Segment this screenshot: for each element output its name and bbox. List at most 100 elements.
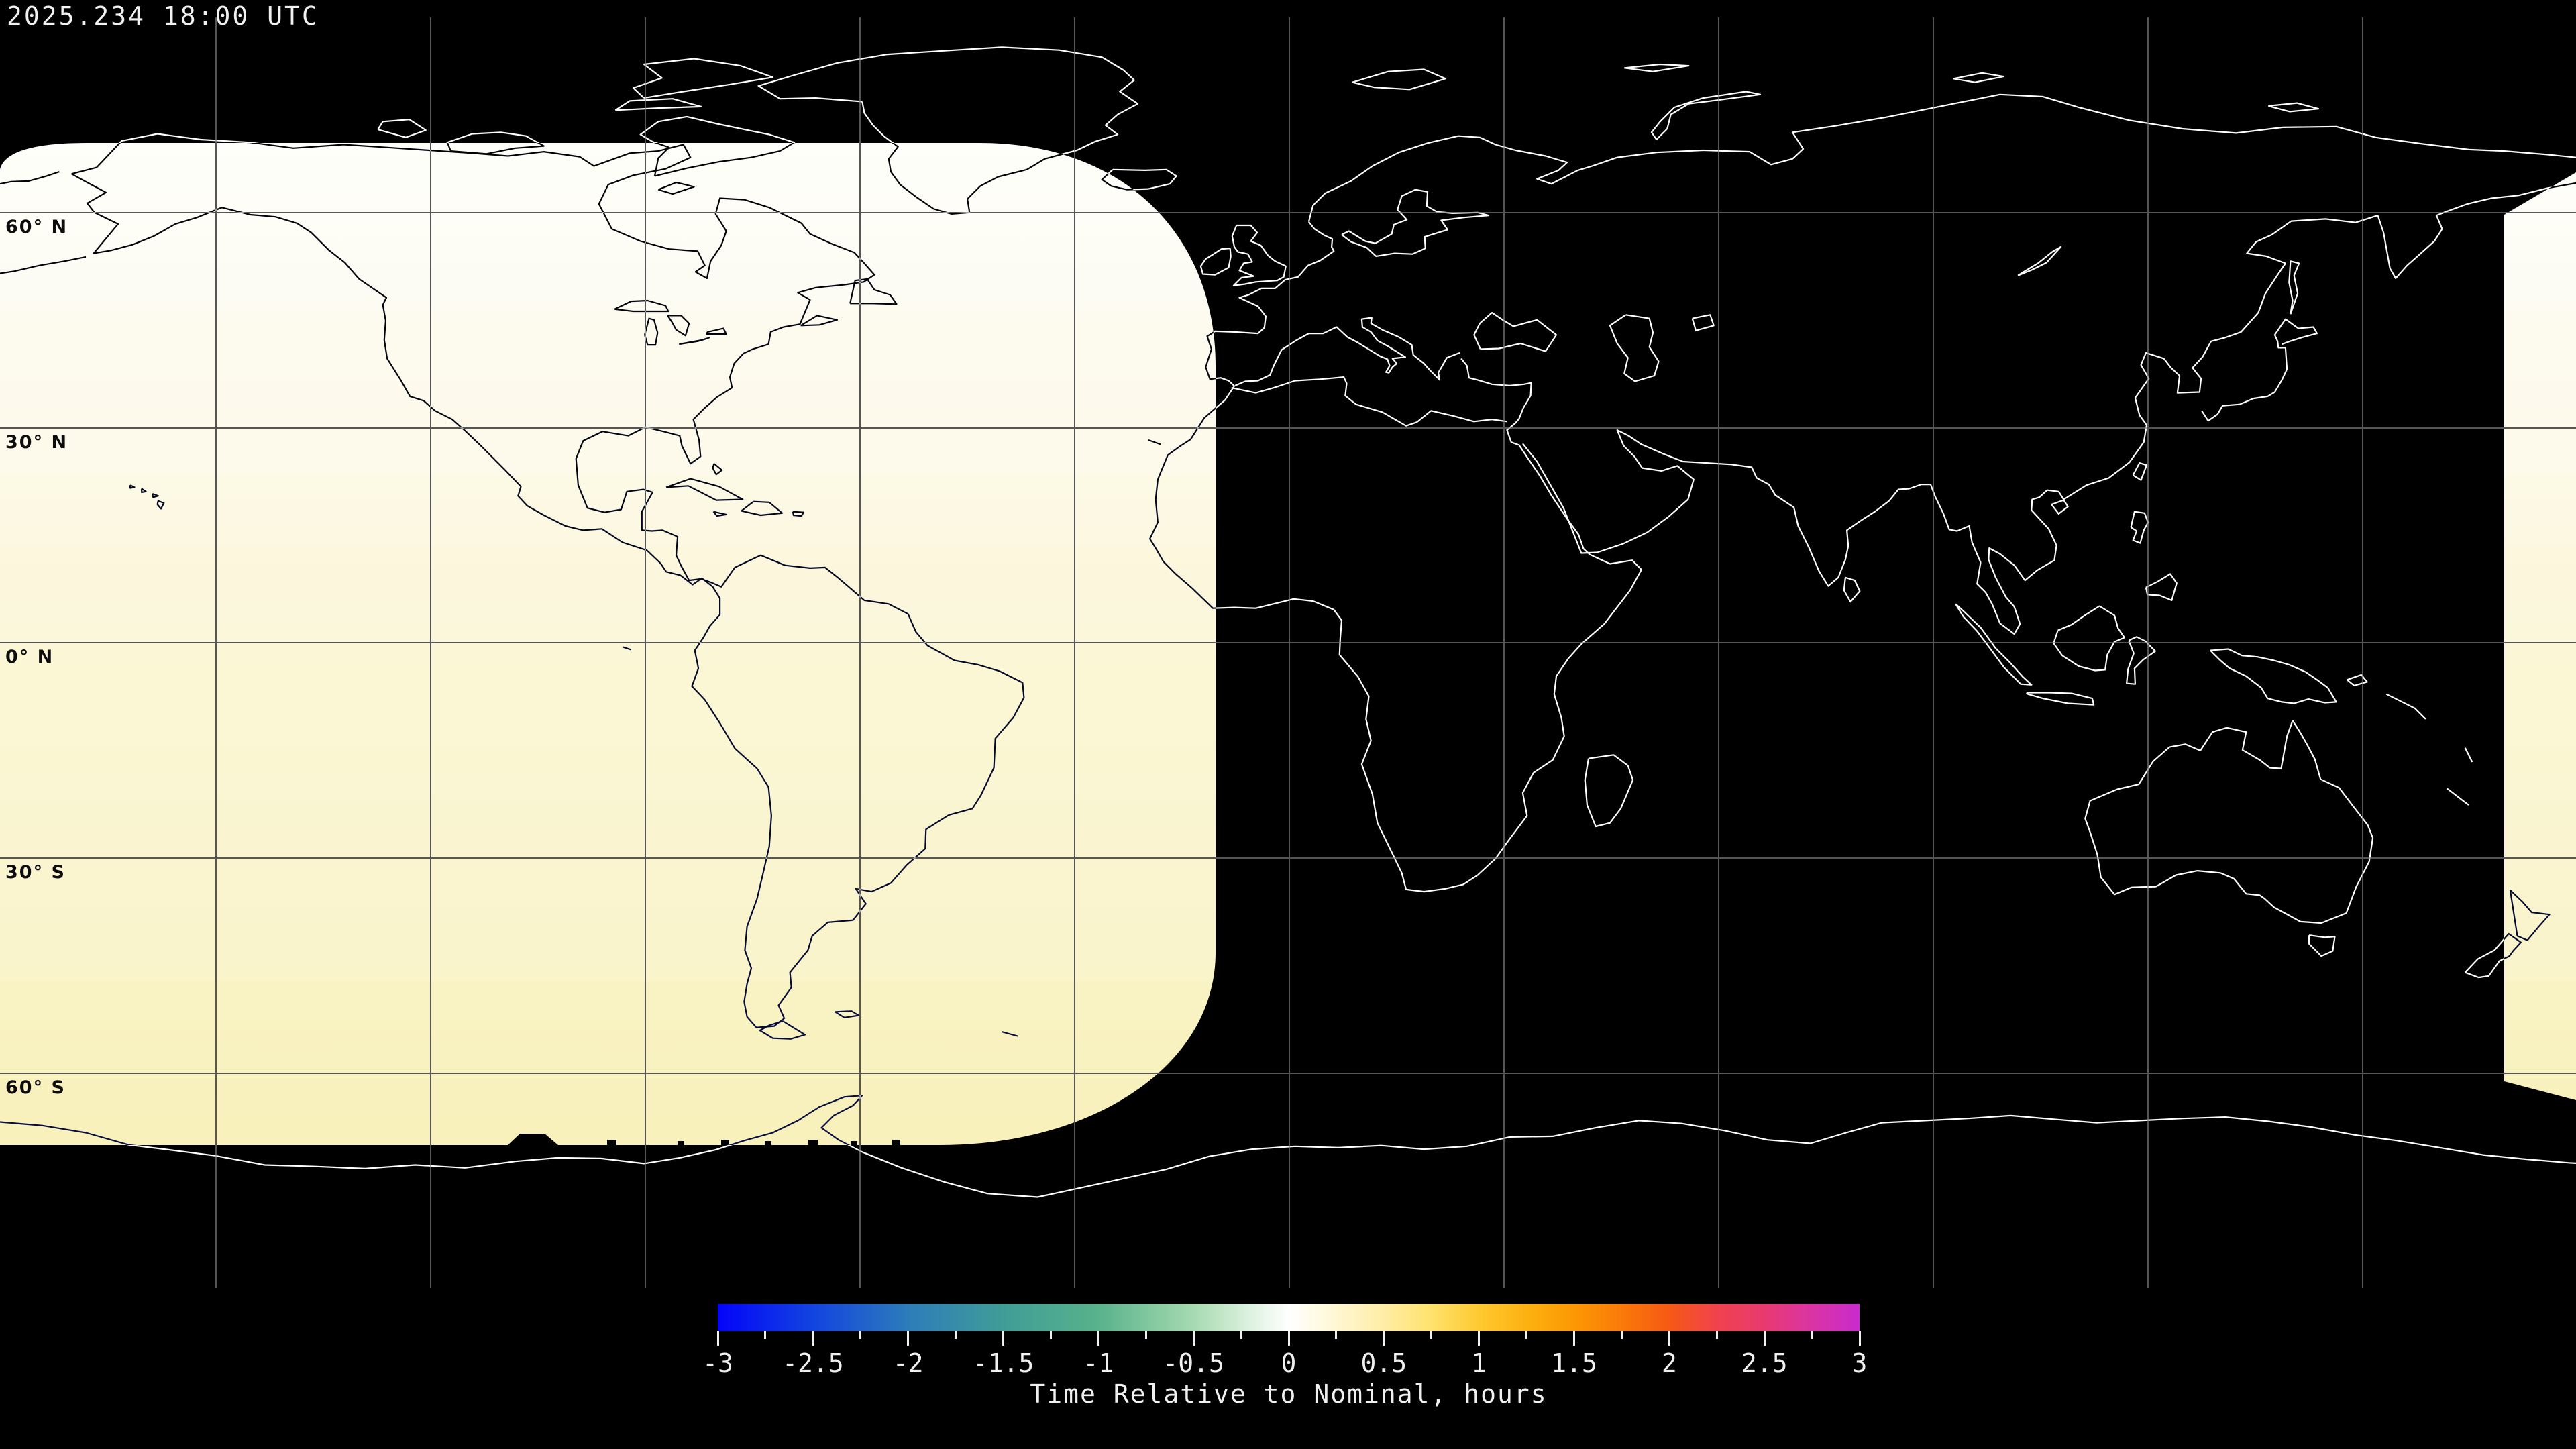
coastline [657,181,695,195]
coastline [71,133,1025,1028]
colorbar-major-tick [1383,1331,1385,1346]
colorbar-minor-tick [859,1331,862,1339]
coastline [1148,439,1161,445]
coastline [1609,314,1660,382]
colorbar-minor-tick [1430,1331,1433,1339]
colorbar-minor-tick [1049,1331,1052,1339]
coastline [2210,648,2337,704]
colorbar-tick-label: 1.5 [1551,1348,1597,1378]
colorbar-minor-tick [1144,1331,1147,1339]
coastline [2447,788,2469,806]
coastline [1234,317,1460,386]
coastline [1691,314,1715,331]
coastline [1955,603,2033,686]
coastlines-layer [0,46,2576,1198]
colorbar-major-tick [1097,1331,1099,1346]
coastline [1199,248,1232,276]
coastline [156,500,165,510]
coastline [1953,72,2004,83]
coastline [2347,674,2368,686]
lat-label: 60° N [5,217,68,237]
coastline [0,1095,2576,1198]
swath-region [0,143,2576,1146]
colorbar-major-tick [1478,1331,1481,1346]
lat-label: 60° S [5,1077,66,1098]
coastline [705,327,727,335]
colorbar-major-tick [812,1331,814,1346]
coastline [792,511,804,517]
coastline [2145,573,2178,601]
coastline [759,1020,806,1040]
coastline [757,46,1139,215]
swath-wrap-sliver [2504,172,2576,1100]
coastline [2308,934,2336,957]
coastline [2464,747,2473,763]
colorbar-major-tick [1287,1331,1290,1346]
coastline [1352,68,1446,91]
coastline [1341,189,1489,257]
colorbar-tick-label: 0 [1281,1348,1297,1378]
coastline [2509,890,2551,941]
coastline [141,488,147,493]
coastline [2053,605,2125,672]
colorbar-major-tick [716,1331,719,1346]
coastline [152,492,159,498]
coastline [2051,499,2069,515]
colorbar-major-tick [1192,1331,1195,1346]
coastline [712,463,723,476]
colorbar-minor-tick [1335,1331,1338,1339]
colorbar-minor-tick [1811,1331,1813,1339]
colorbar-major-tick [1763,1331,1766,1346]
coastline [1002,1031,1018,1037]
coastline [1473,312,1558,352]
coastline [1522,182,2576,635]
colorbar: -3 -2.5 -2 -1.5 -1 -0.5 0 0.5 1 1.5 2 2.5 3 Time Rel… [0,1288,2576,1449]
colorbar-tick-label: 1 [1471,1348,1487,1378]
coastline [2268,102,2320,113]
coastline [446,131,545,155]
coastline [632,58,774,99]
colorbar-gradient [718,1304,1860,1331]
coastline [2201,318,2318,422]
coastline [1584,754,1634,828]
lat-label: 30° S [5,862,66,883]
coastline [679,337,710,345]
coastline [1101,168,1177,191]
coastline [712,511,727,517]
coastline [741,500,783,517]
coastline [835,1010,860,1018]
world-map [0,17,2576,1288]
timestamp: 2025.234 18:00 UTC [7,1,319,31]
colorbar-minor-tick [955,1331,957,1339]
colorbar-minor-tick [764,1331,767,1339]
coastline [800,315,839,327]
colorbar-tick-label: -2 [892,1348,924,1378]
coastline [1624,63,1690,72]
coastline [0,170,60,185]
colorbar-major-tick [1002,1331,1004,1346]
colorbar-tick-label: -1.5 [972,1348,1034,1378]
coastline [1460,358,1532,386]
coastline [0,256,87,274]
coastline [377,119,427,138]
coastline [2126,636,2156,685]
coastline [622,646,632,651]
colorbar-tick-label: -3 [702,1348,733,1378]
lat-label: 0° N [5,647,54,667]
coastline [614,299,669,313]
colorbar-minor-tick [1715,1331,1718,1339]
coastline [2385,693,2426,720]
colorbar-major-tick [907,1331,910,1346]
coastline [1307,93,2576,222]
colorbar-minor-tick [1240,1331,1242,1339]
colorbar-tick-label: 3 [1851,1348,1868,1378]
colorbar-minor-tick [1620,1331,1623,1339]
coastline [644,317,659,346]
colorbar-title: Time Relative to Nominal, hours [1030,1379,1548,1409]
coastline [2464,932,2522,979]
coastline [2288,260,2300,315]
coastline [1843,576,1861,603]
lat-label: 30° N [5,432,68,453]
coastline [1231,224,1287,286]
